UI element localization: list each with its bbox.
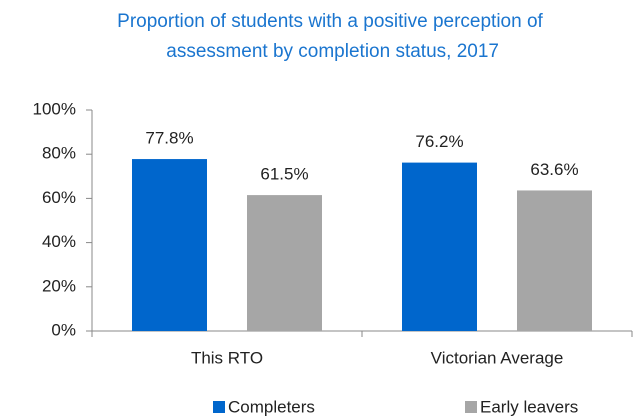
legend-label: Completers bbox=[228, 397, 315, 416]
value-label: 63.6% bbox=[530, 160, 578, 179]
legend-swatch bbox=[465, 401, 477, 413]
y-tick-label: 40% bbox=[42, 232, 76, 251]
bar bbox=[132, 159, 207, 331]
value-label: 61.5% bbox=[260, 165, 308, 184]
bar bbox=[517, 190, 592, 331]
y-tick-label: 100% bbox=[33, 99, 76, 118]
bar bbox=[402, 162, 477, 331]
y-tick-label: 60% bbox=[42, 188, 76, 207]
value-label: 77.8% bbox=[145, 129, 193, 148]
chart-title: Proportion of students with a positive p… bbox=[117, 11, 543, 62]
bar bbox=[247, 195, 322, 331]
legend-label: Early leavers bbox=[480, 397, 578, 416]
y-tick-label: 80% bbox=[42, 144, 76, 163]
value-label: 76.2% bbox=[415, 132, 463, 151]
legend-swatch bbox=[213, 401, 225, 413]
x-tick-label: This RTO bbox=[191, 348, 263, 367]
y-tick-label: 0% bbox=[51, 320, 76, 339]
x-tick-label: Victorian Average bbox=[431, 348, 564, 367]
y-tick-label: 20% bbox=[42, 276, 76, 295]
